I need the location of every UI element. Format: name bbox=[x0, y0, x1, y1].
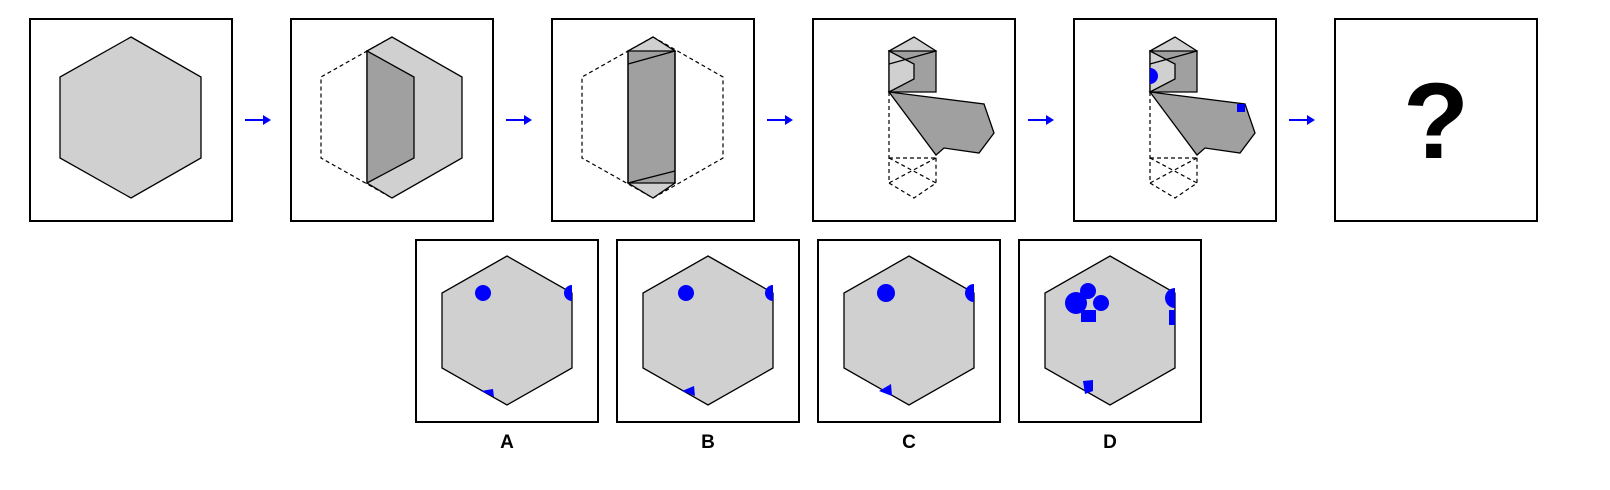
hexagon-shape bbox=[59, 36, 202, 199]
folded-away-outline bbox=[1149, 92, 1198, 199]
right-arrow-icon bbox=[1289, 115, 1315, 125]
fold-step-3-figure bbox=[581, 36, 724, 199]
folded-flap bbox=[366, 49, 415, 185]
hexagon-shape bbox=[642, 255, 774, 406]
answer-placeholder: ? bbox=[1334, 18, 1538, 222]
circle-marker bbox=[765, 285, 773, 301]
option-d[interactable] bbox=[1018, 239, 1202, 423]
folded-strip bbox=[627, 50, 676, 184]
hexagon-shape bbox=[441, 255, 573, 406]
hexagon-shape bbox=[1044, 255, 1176, 406]
sequence-step-1 bbox=[29, 18, 233, 222]
option-b-figure bbox=[642, 255, 774, 406]
circle-marker bbox=[1065, 292, 1087, 314]
square-marker bbox=[682, 386, 695, 396]
right-arrow-icon bbox=[245, 115, 271, 125]
circle-marker bbox=[678, 285, 694, 301]
folded-away-outline bbox=[888, 92, 937, 199]
right-arrow-icon bbox=[1028, 115, 1054, 125]
hexagon-shape bbox=[843, 255, 975, 406]
square-marker bbox=[1083, 380, 1093, 394]
circle-marker bbox=[965, 284, 974, 302]
option-c-figure bbox=[843, 255, 975, 406]
folded-away-outline bbox=[581, 36, 724, 199]
square-marker bbox=[1237, 104, 1245, 112]
circle-marker bbox=[564, 285, 572, 301]
circle-marker bbox=[1093, 295, 1109, 311]
sequence-step-2 bbox=[290, 18, 494, 222]
circle-marker bbox=[1165, 288, 1175, 308]
folded-arm bbox=[1148, 91, 1256, 156]
fold-step-4-figure bbox=[887, 36, 995, 199]
folded-arm bbox=[887, 91, 995, 156]
square-marker bbox=[1081, 310, 1096, 322]
circle-marker bbox=[475, 285, 491, 301]
fold-step-2-figure bbox=[320, 35, 463, 200]
option-b-label: B bbox=[701, 432, 715, 453]
sequence-step-4 bbox=[812, 18, 1016, 222]
fold-step-5-figure bbox=[1148, 36, 1256, 199]
option-b[interactable] bbox=[616, 239, 800, 423]
hexagon-figure bbox=[59, 36, 202, 199]
square-marker bbox=[1169, 310, 1175, 325]
option-a-figure bbox=[441, 255, 573, 406]
right-arrow-icon bbox=[506, 115, 532, 125]
option-c-label: C bbox=[902, 432, 916, 453]
circle-marker bbox=[877, 284, 895, 302]
circle-marker bbox=[1150, 68, 1158, 84]
option-a[interactable] bbox=[415, 239, 599, 423]
right-arrow-icon bbox=[767, 115, 793, 125]
question-mark: ? bbox=[1403, 59, 1469, 181]
square-marker bbox=[481, 389, 494, 397]
sequence-step-3 bbox=[551, 18, 755, 222]
square-marker bbox=[879, 384, 892, 396]
circle-marker bbox=[1080, 283, 1096, 299]
option-c[interactable] bbox=[817, 239, 1001, 423]
option-d-figure bbox=[1044, 255, 1176, 406]
option-d-label: D bbox=[1103, 432, 1117, 453]
option-a-label: A bbox=[500, 432, 514, 453]
sequence-step-5 bbox=[1073, 18, 1277, 222]
